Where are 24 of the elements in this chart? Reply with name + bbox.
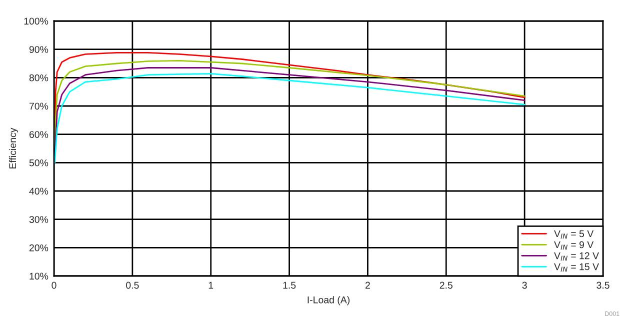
x-tick-label: 0 — [52, 282, 56, 289]
y-tick-label: 20% — [29, 244, 48, 252]
y-tick-label: 50% — [29, 159, 48, 166]
x-tick-label: 3 — [522, 282, 527, 289]
x-tick-label: 1.5 — [283, 282, 296, 289]
legend-label: V$_{IN}$ = 15 V — [554, 263, 599, 272]
y-tick-label: 80% — [29, 74, 48, 82]
y-tick-label: 30% — [29, 216, 48, 223]
y-tick-label: 70% — [29, 102, 48, 110]
legend-label: V$_{IN}$ = 9 V — [554, 241, 594, 250]
legend-label: V$_{IN}$ = 5 V — [554, 230, 594, 239]
y-tick-label: 60% — [29, 131, 48, 138]
x-tick-label: 2.5 — [440, 282, 452, 289]
y-tick-label: 40% — [29, 188, 48, 195]
legend-label: V$_{IN}$ = 12 V — [554, 252, 599, 261]
y-tick-label: 90% — [29, 46, 48, 53]
y-axis-title: Efficiency — [8, 128, 18, 168]
x-tick-label: 3.5 — [596, 282, 610, 289]
y-tick-label: 100% — [24, 18, 48, 25]
x-axis-title: I-Load (A) — [308, 296, 350, 306]
x-tick-label: 1 — [208, 282, 214, 289]
y-tick-label: 10% — [30, 272, 48, 280]
x-tick-label: 0.5 — [126, 282, 139, 289]
x-tick-label: 2 — [366, 282, 370, 289]
